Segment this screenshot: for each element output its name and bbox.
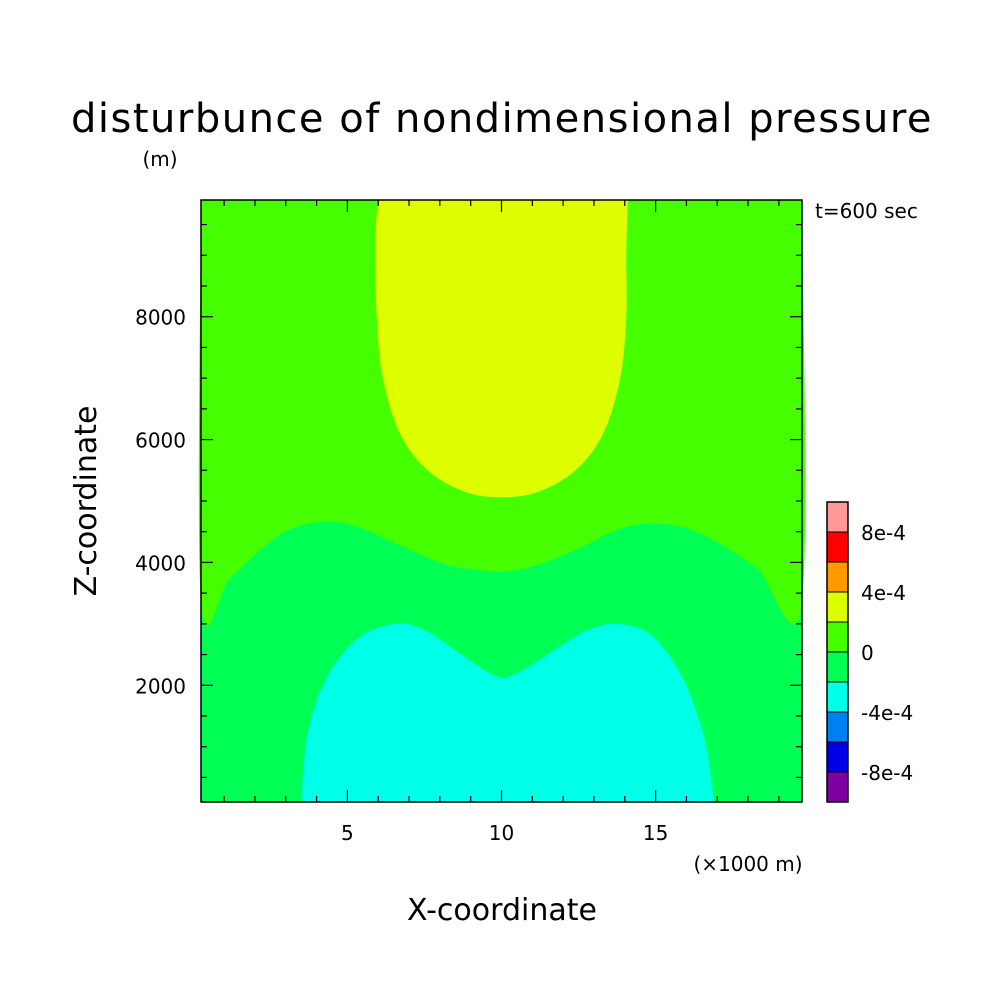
x-axis-label: X-coordinate [407, 893, 597, 928]
colorbar-label: -8e-4 [861, 761, 913, 785]
x-axis-unit: (×1000 m) [693, 852, 802, 876]
x-tick-label: 15 [643, 821, 668, 845]
contour-region-1 [301, 623, 715, 802]
y-tick-label: 6000 [135, 429, 186, 453]
colorbar-swatch [826, 741, 849, 773]
time-label: t=600 sec [815, 199, 918, 223]
colorbar-swatch [826, 771, 849, 803]
x-tick-labels: 5 10 15 [341, 821, 668, 845]
contour-region-3 [375, 200, 628, 498]
colorbar-swatch [826, 711, 849, 743]
chart-title: disturbunce of nondimensional pressure [71, 96, 933, 142]
plot-area [198, 199, 806, 803]
plot-frame [200, 199, 803, 803]
colorbar-swatch [826, 531, 849, 563]
colorbar-swatch [826, 651, 849, 683]
colorbar-label: 4e-4 [861, 581, 906, 605]
x-tick-label: 10 [489, 821, 514, 845]
x-tick-label: 5 [341, 821, 354, 845]
colorbar-frame [826, 501, 849, 803]
y-tick-label: 4000 [135, 551, 186, 575]
colorbar [826, 501, 849, 803]
y-tick-label: 2000 [135, 674, 186, 698]
y-tick-labels: 2000 4000 6000 8000 [135, 306, 186, 699]
colorbar-labels: -8e-4 -4e-4 0 4e-4 8e-4 [861, 521, 913, 785]
colorbar-swatch [826, 561, 849, 593]
colorbar-swatch [826, 621, 849, 653]
colorbar-label: 8e-4 [861, 521, 906, 545]
contour-regions [198, 200, 806, 802]
colorbar-swatch [826, 591, 849, 623]
y-tick-label: 8000 [135, 306, 186, 330]
colorbar-label: -4e-4 [861, 701, 913, 725]
y-axis-label: Z-coordinate [69, 406, 104, 597]
colorbar-label: 0 [861, 641, 874, 665]
colorbar-swatch [826, 681, 849, 713]
colorbar-swatch [826, 501, 849, 533]
axis-ticks [201, 200, 802, 802]
title-unit: (m) [142, 147, 177, 171]
